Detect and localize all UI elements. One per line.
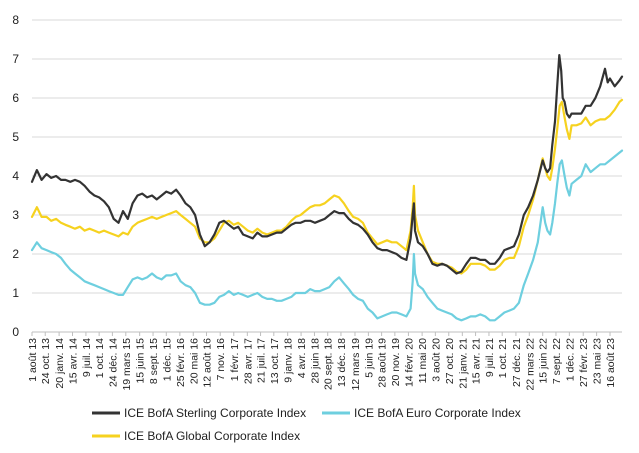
x-tick-label: 27 déc. 21 [511, 338, 523, 387]
x-tick-label: 15 avr. 21 [471, 338, 483, 384]
y-tick-label: 5 [12, 130, 19, 144]
x-tick-label: 5 juin 19 [363, 338, 375, 378]
y-tick-label: 6 [12, 91, 19, 105]
legend-label-euro: ICE BofA Euro Corporate Index [354, 406, 521, 420]
gridlines [32, 19, 622, 294]
x-tick-label: 8 sept. 15 [148, 338, 160, 384]
y-tick-label: 4 [12, 169, 19, 183]
x-tick-label: 1 déc. 15 [161, 338, 173, 381]
x-tick-label: 7 nov. 16 [215, 338, 227, 381]
y-tick-label: 3 [12, 208, 19, 222]
x-tick-label: 20 janv. 14 [54, 338, 66, 389]
x-tick-label: 15 juin 15 [135, 338, 147, 384]
y-tick-label: 8 [12, 13, 19, 27]
x-tick-label: 4 avr. 18 [296, 338, 308, 378]
x-tick-label: 12 août 16 [201, 338, 213, 388]
y-tick-label: 1 [12, 286, 19, 300]
series-line-2 [30, 53, 624, 275]
x-tick-label: 14 févr. 20 [403, 338, 415, 387]
x-tick-label: 13 déc. 18 [336, 338, 348, 387]
x-tick-label: 23 mai 23 [592, 338, 604, 384]
y-tick-label: 2 [12, 247, 19, 261]
legend-item-global: ICE BofA Global Corporate Index [92, 429, 300, 443]
x-tick-label: 28 août 19 [377, 338, 389, 388]
x-tick-label: 7 sept. 22 [551, 338, 563, 384]
x-tick-label: 12 mars 19 [350, 338, 362, 391]
x-tick-label: 20 nov. 19 [390, 338, 402, 386]
x-tick-label: 27 oct. 20 [444, 338, 456, 384]
legend: ICE BofA Sterling Corporate Index ICE Bo… [92, 406, 521, 443]
x-tick-label: 21 juil. 17 [256, 338, 268, 383]
x-tick-label: 11 mai 20 [417, 338, 429, 383]
x-tick-label: 25 févr. 16 [175, 338, 187, 387]
x-tick-label: 20 mai 16 [188, 338, 200, 384]
x-tick-label: 19 mars 15 [121, 338, 133, 391]
x-tick-label: 27 févr. 23 [578, 338, 590, 387]
x-tick-label: 13 oct. 17 [269, 338, 281, 384]
x-tick-label: 24 déc. 14 [107, 338, 119, 387]
y-axis-tick-labels: 0 1 2 3 4 5 6 7 8 [12, 13, 19, 339]
x-axis-tick-labels: 1 août 13 24 oct. 13 20 janv. 14 15 avr. 14… [27, 338, 617, 391]
series-line-0 [30, 149, 624, 322]
x-tick-label: 24 oct. 13 [40, 338, 52, 384]
legend-label-global: ICE BofA Global Corporate Index [124, 429, 300, 443]
legend-label-sterling: ICE BofA Sterling Corporate Index [124, 406, 306, 420]
x-tick-label: 9 juil. 14 [81, 338, 93, 377]
x-tick-label: 22 mars 22 [524, 338, 536, 391]
legend-item-sterling: ICE BofA Sterling Corporate Index [92, 406, 306, 420]
x-tick-label: 1 déc. 22 [564, 338, 576, 381]
x-axis [31, 331, 622, 336]
x-tick-label: 1 oct. 14 [94, 338, 106, 378]
x-tick-label: 16 août 23 [605, 338, 617, 388]
x-tick-label: 9 janv. 18 [283, 338, 295, 383]
x-tick-label: 1 août 13 [27, 338, 39, 382]
y-tick-label: 0 [12, 325, 19, 339]
y-tick-label: 7 [12, 52, 19, 66]
series-lines [30, 53, 624, 322]
x-tick-label: 28 avr. 17 [242, 338, 254, 384]
x-tick-label: 1 févr. 17 [229, 338, 241, 381]
x-tick-label: 15 avr. 14 [68, 338, 80, 384]
series-line-1 [30, 98, 624, 275]
x-tick-label: 9 juil. 21 [484, 338, 496, 377]
x-tick-label: 15 juin 22 [538, 338, 550, 384]
x-tick-label: 3 août 20 [430, 338, 442, 382]
x-tick-label: 21 janv. 21 [457, 338, 469, 389]
x-tick-label: 28 juin 18 [309, 338, 321, 384]
legend-item-euro: ICE BofA Euro Corporate Index [322, 406, 521, 420]
x-tick-label: 20 sept. 18 [323, 338, 335, 390]
x-tick-label: 1 oct. 21 [497, 338, 509, 378]
